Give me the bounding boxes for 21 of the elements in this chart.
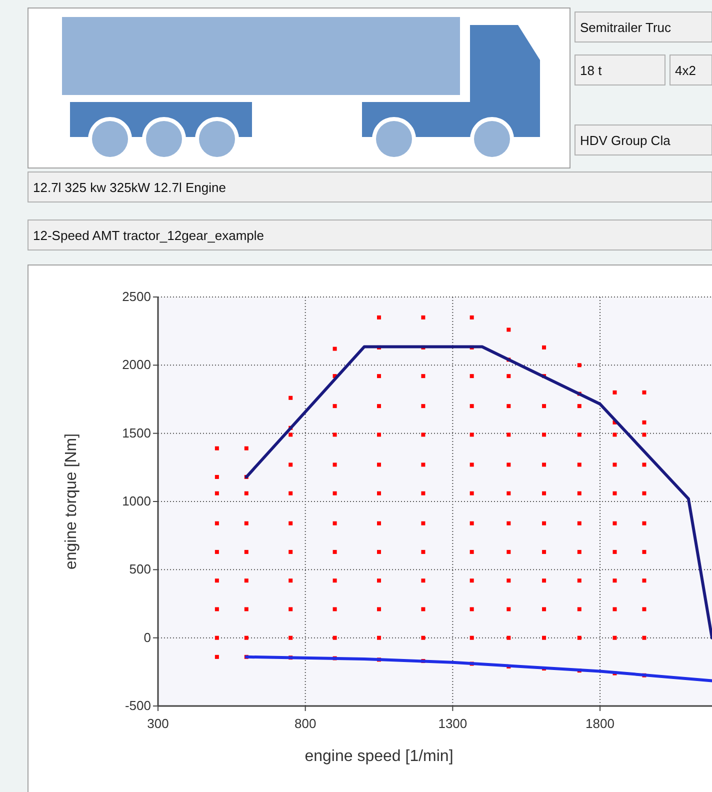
text: 12-Speed AMT tractor_12gear_example xyxy=(33,228,264,243)
x-tick-label: 800 xyxy=(294,716,316,731)
y-tick-label: 1500 xyxy=(122,425,151,440)
line-series xyxy=(244,655,712,682)
x-axis-title: engine speed [1/min] xyxy=(304,748,454,765)
y-tick-label: 2000 xyxy=(122,357,151,372)
y-tick-label: 1000 xyxy=(122,494,151,508)
line-series xyxy=(244,345,712,640)
text: 18 t xyxy=(580,63,602,78)
x-tick-label: 1300 xyxy=(438,716,468,731)
y-tick-label: 500 xyxy=(129,562,151,577)
text: 12.7l 325 kw 325kW 12.7l Engine xyxy=(33,180,226,195)
text: HDV Group Cla xyxy=(580,133,672,148)
text: Semitrailer Truc xyxy=(580,20,672,35)
x-tick-label: 1800 xyxy=(586,716,614,731)
x-tick-label: 300 xyxy=(147,716,169,731)
y-tick-label: 2500 xyxy=(122,289,151,304)
text: 4x2 xyxy=(675,63,696,78)
y-tick-label: 0 xyxy=(144,630,151,645)
y-tick-label: -500 xyxy=(124,698,151,713)
y-axis-title: engine torque [Nm] xyxy=(63,433,80,570)
